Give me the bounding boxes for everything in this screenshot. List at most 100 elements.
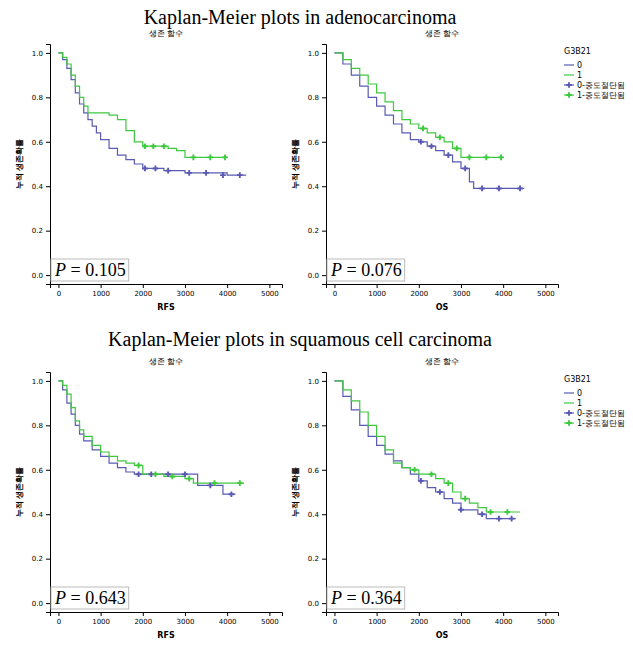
x-tick-label: 1000 — [92, 618, 110, 626]
y-tick: 1.0 — [308, 378, 326, 386]
plot-area — [58, 381, 244, 497]
y-tick: 0.6 — [32, 139, 50, 147]
censor-mark — [437, 489, 443, 495]
p-value-box: P = 0.643 — [51, 587, 129, 609]
x-tick-mark — [143, 284, 144, 288]
x-axis-title: OS — [436, 631, 449, 640]
y-tick-label: 0.4 — [308, 511, 320, 519]
y-axis-line — [322, 45, 327, 285]
x-axis-title: OS — [436, 303, 449, 312]
x-tick-mark — [503, 284, 504, 288]
x-tick-mark — [185, 612, 186, 616]
y-tick-label: 0.0 — [308, 600, 319, 608]
y-axis-line — [46, 45, 51, 285]
y-axis-title: 누적 생존확률 — [291, 467, 300, 518]
y-tick: 1.0 — [32, 50, 50, 58]
y-tick-mark — [46, 559, 50, 560]
y-tick: 0.8 — [32, 94, 50, 102]
censor-mark — [479, 186, 485, 192]
censor-mark — [458, 507, 464, 513]
x-axis: 010002000300040005000 — [51, 284, 283, 298]
legend-label: 0 — [577, 389, 582, 398]
legend-marker — [566, 420, 572, 426]
y-tick-mark — [46, 470, 50, 471]
censor-mark — [207, 154, 213, 160]
y-tick-mark — [322, 470, 326, 471]
y-tick-label: 1.0 — [32, 378, 43, 386]
x-tick-mark — [334, 284, 335, 288]
y-tick-mark — [46, 53, 50, 54]
x-tick: 0 — [333, 284, 337, 298]
x-tick-label: 3000 — [177, 290, 195, 298]
x-tick-mark — [227, 612, 228, 616]
censor-mark — [437, 134, 443, 140]
y-tick: 0.8 — [32, 422, 50, 430]
y-tick-mark — [322, 231, 326, 232]
annotation-box — [327, 259, 405, 281]
x-tick: 0 — [333, 612, 337, 626]
x-tick: 3000 — [453, 284, 471, 298]
legend-label: 0 — [577, 61, 582, 70]
censor-mark — [237, 480, 243, 486]
x-tick-label: 3000 — [177, 618, 195, 626]
censor-mark — [462, 166, 468, 172]
y-tick: 1.0 — [308, 50, 326, 58]
censor-mark — [191, 154, 197, 160]
x-tick-mark — [58, 612, 59, 616]
annotation: P = 0.643 — [54, 588, 126, 608]
x-tick-label: 2000 — [134, 618, 152, 626]
x-tick: 5000 — [537, 284, 555, 298]
x-tick-mark — [377, 612, 378, 616]
x-tick-mark — [334, 612, 335, 616]
y-tick-mark — [322, 97, 326, 98]
y-tick: 0.2 — [32, 555, 50, 563]
x-axis-line — [51, 285, 283, 289]
x-axis-title: RFS — [157, 631, 175, 640]
annotation-box — [327, 587, 405, 609]
censor-mark — [412, 467, 418, 473]
x-tick: 5000 — [261, 612, 279, 626]
y-tick: 0.0 — [32, 272, 50, 280]
y-tick-mark — [46, 186, 50, 187]
y-tick-label: 0.2 — [308, 227, 319, 235]
y-tick: 0.2 — [308, 555, 326, 563]
y-tick-label: 0.0 — [32, 272, 43, 280]
x-tick-mark — [377, 284, 378, 288]
x-tick: 4000 — [495, 612, 513, 626]
y-tick-mark — [322, 425, 326, 426]
x-tick: 2000 — [410, 284, 428, 298]
survival-curve — [334, 381, 515, 519]
censor-mark — [509, 516, 515, 522]
censor-mark — [418, 478, 424, 484]
annotation-box — [51, 587, 129, 609]
y-tick-mark — [46, 97, 50, 98]
censor-mark — [136, 471, 142, 477]
censor-mark — [445, 152, 451, 158]
y-tick-mark — [46, 603, 50, 604]
legend-title: G3B21 — [564, 375, 591, 384]
legend-marker — [566, 410, 572, 416]
censor-mark — [237, 172, 243, 178]
y-tick-mark — [322, 381, 326, 382]
x-tick-label: 5000 — [537, 618, 555, 626]
x-tick-mark — [58, 284, 59, 288]
x-tick: 1000 — [368, 284, 386, 298]
x-tick-mark — [545, 284, 546, 288]
censor-mark — [488, 509, 494, 515]
y-tick-mark — [322, 603, 326, 604]
y-axis-title: 누적 생존확률 — [291, 139, 300, 190]
x-tick-mark — [227, 284, 228, 288]
survival-curve — [58, 381, 244, 483]
y-tick: 0.6 — [308, 139, 326, 147]
chart-title: 생존 함수 — [425, 357, 460, 366]
x-tick-label: 3000 — [453, 618, 471, 626]
x-tick-label: 5000 — [261, 290, 279, 298]
y-axis: 0.00.20.40.60.81.0 — [308, 373, 327, 613]
legend-title: G3B21 — [564, 47, 591, 56]
x-axis: 010002000300040005000 — [51, 612, 283, 626]
x-tick-label: 4000 — [219, 618, 237, 626]
section-heading: Kaplan-Meier plots in squamous cell carc… — [108, 328, 492, 351]
legend-label: 0-중도절단됨 — [577, 81, 625, 90]
survival-curve — [58, 381, 235, 494]
x-tick-label: 0 — [333, 290, 337, 298]
